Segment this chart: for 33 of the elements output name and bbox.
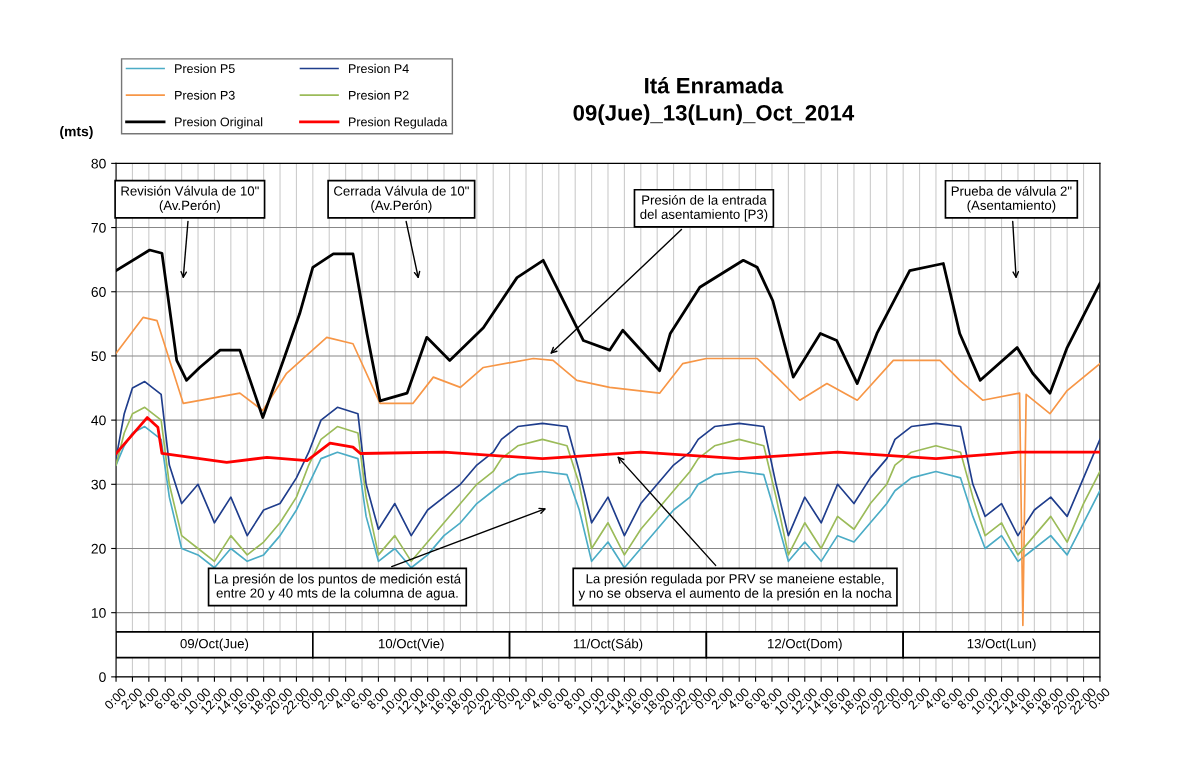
- line-series: [116, 380, 1100, 537]
- annotation: 10/Oct(Vie): [378, 638, 444, 651]
- line-series: [116, 425, 1100, 569]
- y-tick-label: 80: [91, 158, 106, 169]
- legend-label: Presion Regulada: [349, 117, 448, 129]
- line-series: [116, 316, 1100, 627]
- legend-label: Presion P5: [175, 63, 235, 74]
- legend-label: Presion P2: [349, 90, 409, 100]
- y-tick-label: 0: [99, 672, 106, 683]
- y-tick-label: 20: [91, 543, 106, 554]
- annotation: Prueba de válvula 2" (Asentamiento): [951, 185, 1072, 213]
- legend-label: Presion Original: [175, 117, 263, 129]
- annotation: 13/Oct(Lun): [967, 638, 1036, 651]
- y-tick-label: 50: [91, 351, 106, 362]
- y-tick-label: 40: [91, 415, 106, 426]
- annotation: 09/Oct(Jue): [180, 638, 249, 651]
- y-axis-title: (mts): [60, 126, 93, 140]
- y-tick-label: 10: [91, 608, 106, 618]
- annotation: Presión de la entrada del asentamiento [P3): [640, 194, 768, 222]
- line-series: [116, 416, 1100, 464]
- chart-title: Itá Enramada 09(Jue)_13(Lun)_Oct_2014: [573, 77, 855, 126]
- annotation: 11/Oct(Sáb): [573, 638, 643, 651]
- annotation: Revisión Válvula de 10" (Av.Perón): [121, 185, 259, 213]
- y-tick-label: 60: [91, 287, 106, 297]
- y-tick-label: 70: [91, 222, 106, 233]
- legend-label: Presion P4: [349, 63, 409, 74]
- annotation: La presión regulada por PRV se maneiene estable, y no se observa el aumento de la presión en la nocha: [578, 573, 892, 601]
- annotation: Cerrada Válvula de 10" (Av.Perón): [334, 185, 469, 213]
- annotation: La presión de los puntos de medición está entre 20 y 40 mts de la columna de agua.: [214, 573, 462, 601]
- line-series: [116, 406, 1100, 563]
- annotation: 12/Oct(Dom): [768, 638, 842, 651]
- legend-label: Presion P3: [175, 90, 235, 100]
- y-tick-label: 30: [91, 479, 106, 490]
